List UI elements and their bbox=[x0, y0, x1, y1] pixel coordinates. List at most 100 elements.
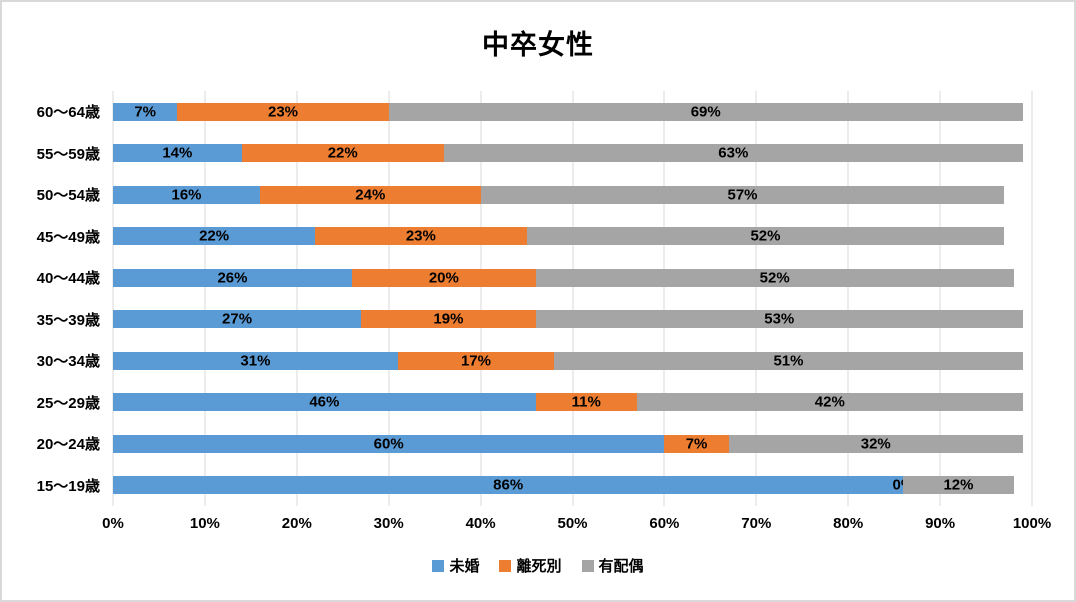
bar-row: 27% 19% 53% bbox=[113, 299, 1032, 341]
x-axis-label: 60% bbox=[649, 515, 680, 532]
bar-row: 22% 23% 52% bbox=[113, 216, 1032, 258]
legend-swatch-icon bbox=[432, 559, 445, 572]
data-label: 31% bbox=[240, 352, 271, 370]
data-label: 26% bbox=[217, 269, 248, 287]
bar-segment: 7% bbox=[113, 102, 178, 121]
bar-segment: 14% bbox=[113, 144, 242, 163]
data-label: 14% bbox=[162, 144, 193, 162]
gridline bbox=[755, 91, 757, 506]
data-label: 46% bbox=[309, 393, 340, 411]
data-label: 69% bbox=[690, 103, 721, 121]
legend-label: 未婚 bbox=[449, 558, 480, 575]
legend-label: 有配偶 bbox=[598, 558, 644, 575]
x-axis-label: 10% bbox=[189, 515, 220, 532]
bar-segment: 7% bbox=[664, 434, 729, 453]
data-label: 19% bbox=[433, 310, 464, 328]
data-label: 52% bbox=[750, 227, 781, 245]
y-axis-label: 55〜59歳 bbox=[36, 145, 100, 163]
bar-track: 26% 20% 52% bbox=[113, 268, 1032, 287]
gridlines bbox=[112, 91, 1033, 506]
bar-row: 26% 20% 52% bbox=[113, 257, 1032, 299]
bar-segment: 11% bbox=[535, 393, 637, 412]
x-axis-label: 100% bbox=[1012, 515, 1052, 532]
x-axis-spacer bbox=[2, 506, 113, 539]
y-axis-label: 60〜64歳 bbox=[36, 104, 100, 122]
bar-segment: 31% bbox=[113, 351, 398, 370]
data-label: 22% bbox=[199, 227, 230, 245]
gridline bbox=[296, 91, 298, 506]
data-label: 53% bbox=[764, 310, 795, 328]
bar-segment: 63% bbox=[443, 144, 1023, 163]
data-label: 60% bbox=[373, 435, 404, 453]
data-label: 86% bbox=[493, 476, 524, 494]
data-label: 63% bbox=[718, 144, 749, 162]
plot-area: 7% 23% 69% 14% 22% 63% 16% 24% 57% 22% 23% 52% 26% 20… bbox=[112, 91, 1033, 506]
data-label: 27% bbox=[222, 310, 253, 328]
y-axis-label: 40〜44歳 bbox=[36, 270, 100, 288]
bar-rows: 7% 23% 69% 14% 22% 63% 16% 24% 57% 22% 23% 52% 26% 20… bbox=[113, 91, 1032, 506]
bar-segment: 69% bbox=[388, 102, 1023, 121]
bar-segment: 17% bbox=[397, 351, 555, 370]
gridline bbox=[663, 91, 665, 506]
bar-row: 60% 7% 32% bbox=[113, 423, 1032, 465]
bar-segment: 23% bbox=[177, 102, 389, 121]
bar-segment: 86% bbox=[113, 476, 904, 495]
gridline bbox=[847, 91, 849, 506]
x-axis-label: 0% bbox=[102, 515, 124, 532]
gridline bbox=[112, 91, 114, 506]
bar-segment: 26% bbox=[113, 268, 352, 287]
bar-segment: 46% bbox=[113, 393, 536, 412]
legend-item: 有配偶 bbox=[581, 555, 644, 576]
y-axis-labels: 60〜64歳 55〜59歳 50〜54歳 45〜49歳 40〜44歳 35〜39歳 30〜3… bbox=[2, 91, 113, 506]
bar-row: 46% 11% 42% bbox=[113, 382, 1032, 424]
x-axis-label: 70% bbox=[741, 515, 772, 532]
gridline bbox=[572, 91, 573, 506]
gridline bbox=[204, 91, 206, 506]
legend: 未婚 離死別 有配偶 bbox=[2, 555, 1074, 576]
bar-track: 31% 17% 51% bbox=[113, 351, 1032, 370]
bar-track: 7% 23% 69% bbox=[113, 102, 1032, 121]
data-label: 7% bbox=[134, 103, 156, 121]
y-axis-label: 30〜34歳 bbox=[36, 353, 100, 371]
bar-row: 16% 24% 57% bbox=[113, 174, 1032, 216]
data-label: 32% bbox=[860, 435, 891, 453]
y-axis-label: 15〜19歳 bbox=[36, 477, 100, 495]
y-axis-label: 50〜54歳 bbox=[36, 187, 100, 205]
legend-swatch-icon bbox=[581, 559, 594, 572]
bar-segment: 51% bbox=[554, 351, 1023, 370]
x-axis-label: 90% bbox=[925, 515, 956, 532]
legend-swatch-icon bbox=[499, 559, 512, 572]
bar-segment: 60% bbox=[113, 434, 665, 453]
data-label: 24% bbox=[355, 186, 386, 204]
data-label: 11% bbox=[571, 393, 601, 411]
bar-segment: 24% bbox=[260, 185, 481, 204]
bar-segment: 16% bbox=[113, 185, 261, 204]
bar-row: 7% 23% 69% bbox=[113, 91, 1032, 133]
data-label: 22% bbox=[327, 144, 358, 162]
bar-segment: 12% bbox=[903, 476, 1014, 495]
x-axis-label: 30% bbox=[373, 515, 404, 532]
gridline bbox=[388, 91, 390, 506]
bar-segment: 53% bbox=[535, 310, 1023, 329]
gridline bbox=[1031, 91, 1033, 506]
x-axis-wrap: 0% 10% 20% 30% 40% 50% 60% 70% 80% 90% 100% bbox=[2, 506, 1051, 539]
x-axis-label: 20% bbox=[281, 515, 312, 532]
legend-item: 離死別 bbox=[499, 555, 562, 576]
chart-title: 中卒女性 bbox=[482, 30, 594, 60]
y-axis-label: 25〜29歳 bbox=[36, 394, 100, 412]
gridline bbox=[480, 91, 482, 506]
y-axis-label: 20〜24歳 bbox=[36, 436, 100, 454]
bar-track: 46% 11% 42% bbox=[113, 393, 1032, 412]
x-axis-label: 40% bbox=[465, 515, 496, 532]
bar-segment: 20% bbox=[351, 268, 536, 287]
bar-segment: 22% bbox=[113, 227, 316, 246]
bar-segment: 23% bbox=[315, 227, 527, 246]
bar-row: 31% 17% 51% bbox=[113, 340, 1032, 382]
bar-track: 27% 19% 53% bbox=[113, 310, 1032, 329]
data-label: 42% bbox=[814, 393, 845, 411]
plot-wrap: 60〜64歳 55〜59歳 50〜54歳 45〜49歳 40〜44歳 35〜39歳 30〜3… bbox=[2, 91, 1033, 506]
data-label: 17% bbox=[460, 352, 491, 370]
bar-segment: 22% bbox=[241, 144, 444, 163]
data-label: 51% bbox=[773, 352, 804, 370]
